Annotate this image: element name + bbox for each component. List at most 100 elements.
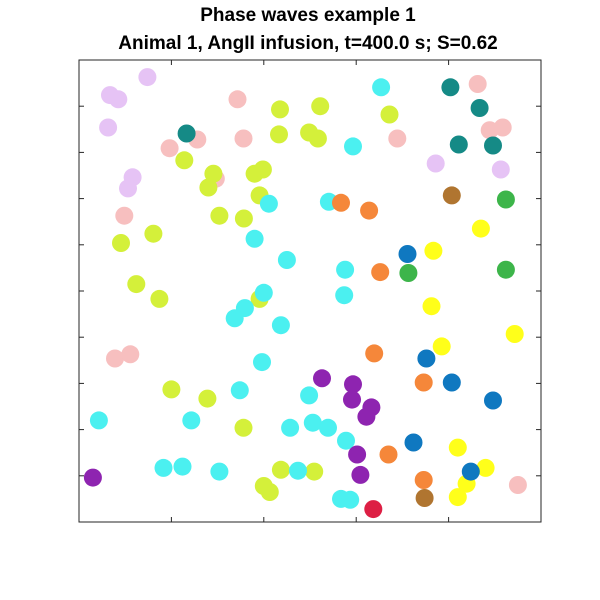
data-point-108: [343, 390, 361, 409]
data-point-74: [177, 124, 196, 143]
data-point-54: [254, 283, 273, 302]
data-point-7: [491, 160, 510, 179]
data-point-16: [115, 206, 134, 225]
data-point-20: [508, 476, 527, 494]
data-point-106: [313, 369, 331, 388]
data-point-42: [234, 418, 253, 437]
data-point-69: [173, 457, 192, 476]
data-point-2: [109, 90, 128, 109]
data-point-97: [476, 458, 495, 477]
data-point-15: [493, 118, 512, 137]
data-point-102: [442, 373, 461, 392]
data-point-59: [253, 353, 271, 372]
data-point-30: [253, 160, 272, 179]
data-point-99: [448, 488, 467, 507]
data-point-104: [404, 433, 423, 452]
data-point-101: [417, 349, 436, 368]
data-point-114: [364, 500, 383, 519]
data-point-95: [505, 325, 524, 343]
data-point-82: [365, 344, 384, 363]
data-point-37: [127, 275, 146, 294]
data-point-111: [348, 445, 367, 464]
data-point-94: [432, 337, 451, 356]
data-point-44: [305, 462, 324, 481]
data-point-26: [380, 105, 399, 124]
chart-subtitle: Animal 1, AngII infusion, t=400.0 s; S=0…: [118, 33, 497, 54]
data-point-61: [300, 386, 319, 405]
data-point-11: [234, 129, 253, 148]
data-point-86: [442, 186, 461, 205]
data-point-88: [496, 190, 515, 209]
data-point-67: [337, 431, 355, 450]
data-point-77: [449, 135, 468, 154]
data-point-48: [344, 137, 362, 156]
data-point-87: [415, 489, 434, 507]
data-point-70: [210, 462, 229, 481]
data-point-58: [271, 316, 290, 335]
data-point-105: [461, 462, 480, 481]
data-point-0: [138, 68, 157, 87]
data-point-83: [414, 373, 433, 392]
data-point-36: [112, 234, 130, 252]
data-point-84: [379, 445, 398, 464]
data-point-55: [335, 286, 354, 305]
points-layer: [83, 68, 527, 519]
data-point-19: [121, 345, 140, 364]
data-point-53: [336, 260, 355, 279]
data-point-79: [332, 193, 350, 212]
data-point-107: [344, 375, 362, 394]
data-point-65: [303, 413, 322, 432]
data-point-43: [271, 460, 290, 479]
data-point-34: [234, 209, 253, 228]
data-point-21: [271, 100, 289, 119]
data-point-73: [341, 490, 360, 509]
data-point-112: [351, 465, 370, 484]
data-point-71: [289, 461, 307, 480]
data-point-41: [198, 389, 217, 408]
data-point-90: [496, 260, 515, 279]
data-point-33: [210, 206, 229, 225]
data-point-6: [426, 154, 445, 173]
data-point-91: [471, 219, 490, 238]
data-point-78: [484, 136, 502, 155]
data-point-40: [162, 380, 181, 399]
data-point-66: [319, 418, 337, 437]
data-point-100: [398, 245, 417, 263]
data-point-12: [160, 139, 179, 158]
data-point-92: [424, 241, 443, 260]
data-point-35: [144, 224, 163, 243]
data-point-89: [399, 264, 418, 282]
data-point-13: [388, 129, 407, 148]
data-point-27: [175, 151, 194, 170]
data-point-22: [311, 97, 330, 116]
chart-title: Phase waves example 1: [200, 5, 416, 26]
data-point-68: [154, 458, 173, 477]
data-point-46: [260, 483, 279, 501]
data-point-57: [225, 309, 244, 328]
data-point-93: [422, 297, 441, 316]
data-point-76: [470, 99, 489, 117]
data-point-103: [484, 391, 502, 410]
data-point-28: [204, 164, 223, 183]
axes-box: [78, 59, 542, 523]
data-point-25: [308, 129, 327, 148]
data-point-62: [89, 411, 108, 430]
data-point-52: [277, 251, 296, 269]
data-point-9: [468, 75, 487, 93]
data-point-81: [371, 263, 390, 282]
data-point-31: [199, 178, 218, 197]
data-point-50: [259, 194, 278, 213]
data-point-80: [360, 201, 379, 220]
data-point-96: [448, 438, 467, 457]
data-point-113: [83, 468, 102, 487]
data-point-3: [99, 118, 118, 137]
data-point-38: [150, 289, 169, 308]
data-point-5: [119, 179, 137, 198]
data-point-63: [182, 411, 201, 430]
data-point-51: [245, 229, 264, 248]
data-point-47: [372, 78, 391, 97]
data-point-110: [357, 407, 376, 426]
data-point-85: [414, 471, 433, 489]
data-point-18: [106, 349, 124, 368]
